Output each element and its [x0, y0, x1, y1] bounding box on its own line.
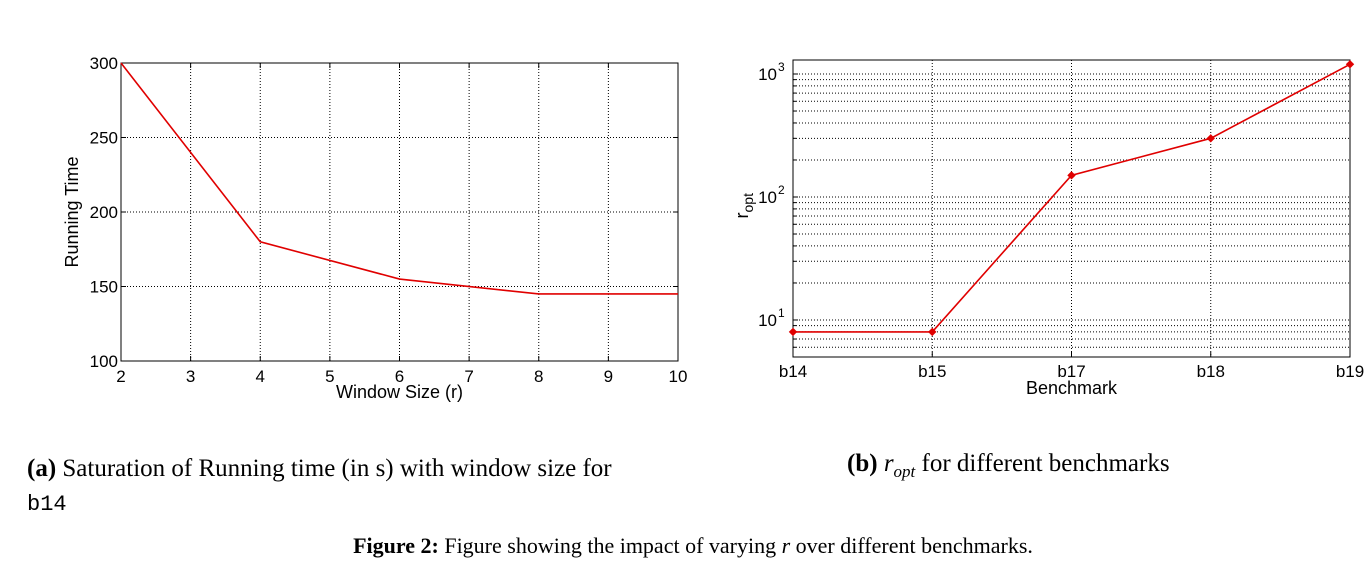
x-tick-label: b18 [1197, 362, 1225, 381]
y-tick-exponent: 3 [778, 60, 785, 74]
y-tick-label: 10 [758, 65, 777, 84]
x-tick-label: 10 [669, 367, 688, 386]
y-tick-label: 100 [90, 352, 118, 371]
x-tick-label: 7 [464, 367, 473, 386]
data-point-marker [1067, 171, 1076, 180]
y-tick-exponent: 2 [778, 183, 785, 197]
chart-running-time: 2 3 4 5 6 7 8 9 10 100 150 200 250 300 Window Size (r)… [62, 54, 688, 402]
x-tick-label: b19 [1336, 362, 1364, 381]
y-tick-label: 300 [90, 54, 118, 73]
x-tick-label: 9 [604, 367, 613, 386]
caption-b: (b) ropt for different benchmarks [847, 450, 1170, 482]
y-tick-label: 10 [758, 311, 777, 330]
caption-a-text: Saturation of Running time (in s) with w… [62, 455, 612, 482]
y-axis-label: ropt [732, 193, 756, 219]
x-tick-label: b14 [779, 362, 807, 381]
series-line [120, 62, 678, 295]
figure-caption-text-after: over different benchmarks. [795, 533, 1033, 558]
figure-caption: Figure 2: Figure showing the impact of v… [0, 533, 1372, 559]
data-point-marker [1206, 134, 1215, 143]
data-point-marker [1345, 60, 1355, 69]
plot-frame [792, 59, 1351, 358]
x-tick-label: 2 [116, 367, 125, 386]
y-tick-exponent: 1 [778, 306, 785, 320]
y-tick-label: 200 [90, 203, 118, 222]
x-tick-label: b17 [1057, 362, 1085, 381]
x-axis-label: Benchmark [1026, 378, 1118, 398]
x-tick-label: b15 [918, 362, 946, 381]
x-tick-label: 6 [395, 367, 404, 386]
x-tick-label: 4 [256, 367, 265, 386]
caption-a-label: (a) [27, 455, 57, 482]
caption-b-label: (b) [847, 450, 878, 477]
x-tick-label: 5 [325, 367, 334, 386]
x-tick-label: 3 [186, 367, 195, 386]
y-axis-label: Running Time [62, 156, 82, 267]
caption-a-code: b14 [27, 492, 67, 517]
y-tick-label: 150 [90, 278, 118, 297]
figure-caption-text-before: Figure showing the impact of varying [444, 533, 777, 558]
caption-b-text: for different benchmarks [921, 450, 1170, 477]
plot-frame [120, 62, 679, 362]
caption-b-math: r [883, 450, 894, 477]
x-axis-label: Window Size (r) [336, 382, 463, 402]
figure-caption-label: Figure 2: [353, 533, 439, 558]
y-tick-label: 10 [758, 188, 777, 207]
caption-a: (a) Saturation of Running time (in s) wi… [27, 452, 717, 522]
caption-b-math-sub: opt [893, 462, 916, 481]
data-point-marker [788, 327, 798, 337]
figure-caption-math: r [781, 533, 791, 558]
data-point-marker [928, 327, 937, 337]
x-tick-label: 8 [534, 367, 543, 386]
y-tick-label: 250 [90, 129, 118, 148]
